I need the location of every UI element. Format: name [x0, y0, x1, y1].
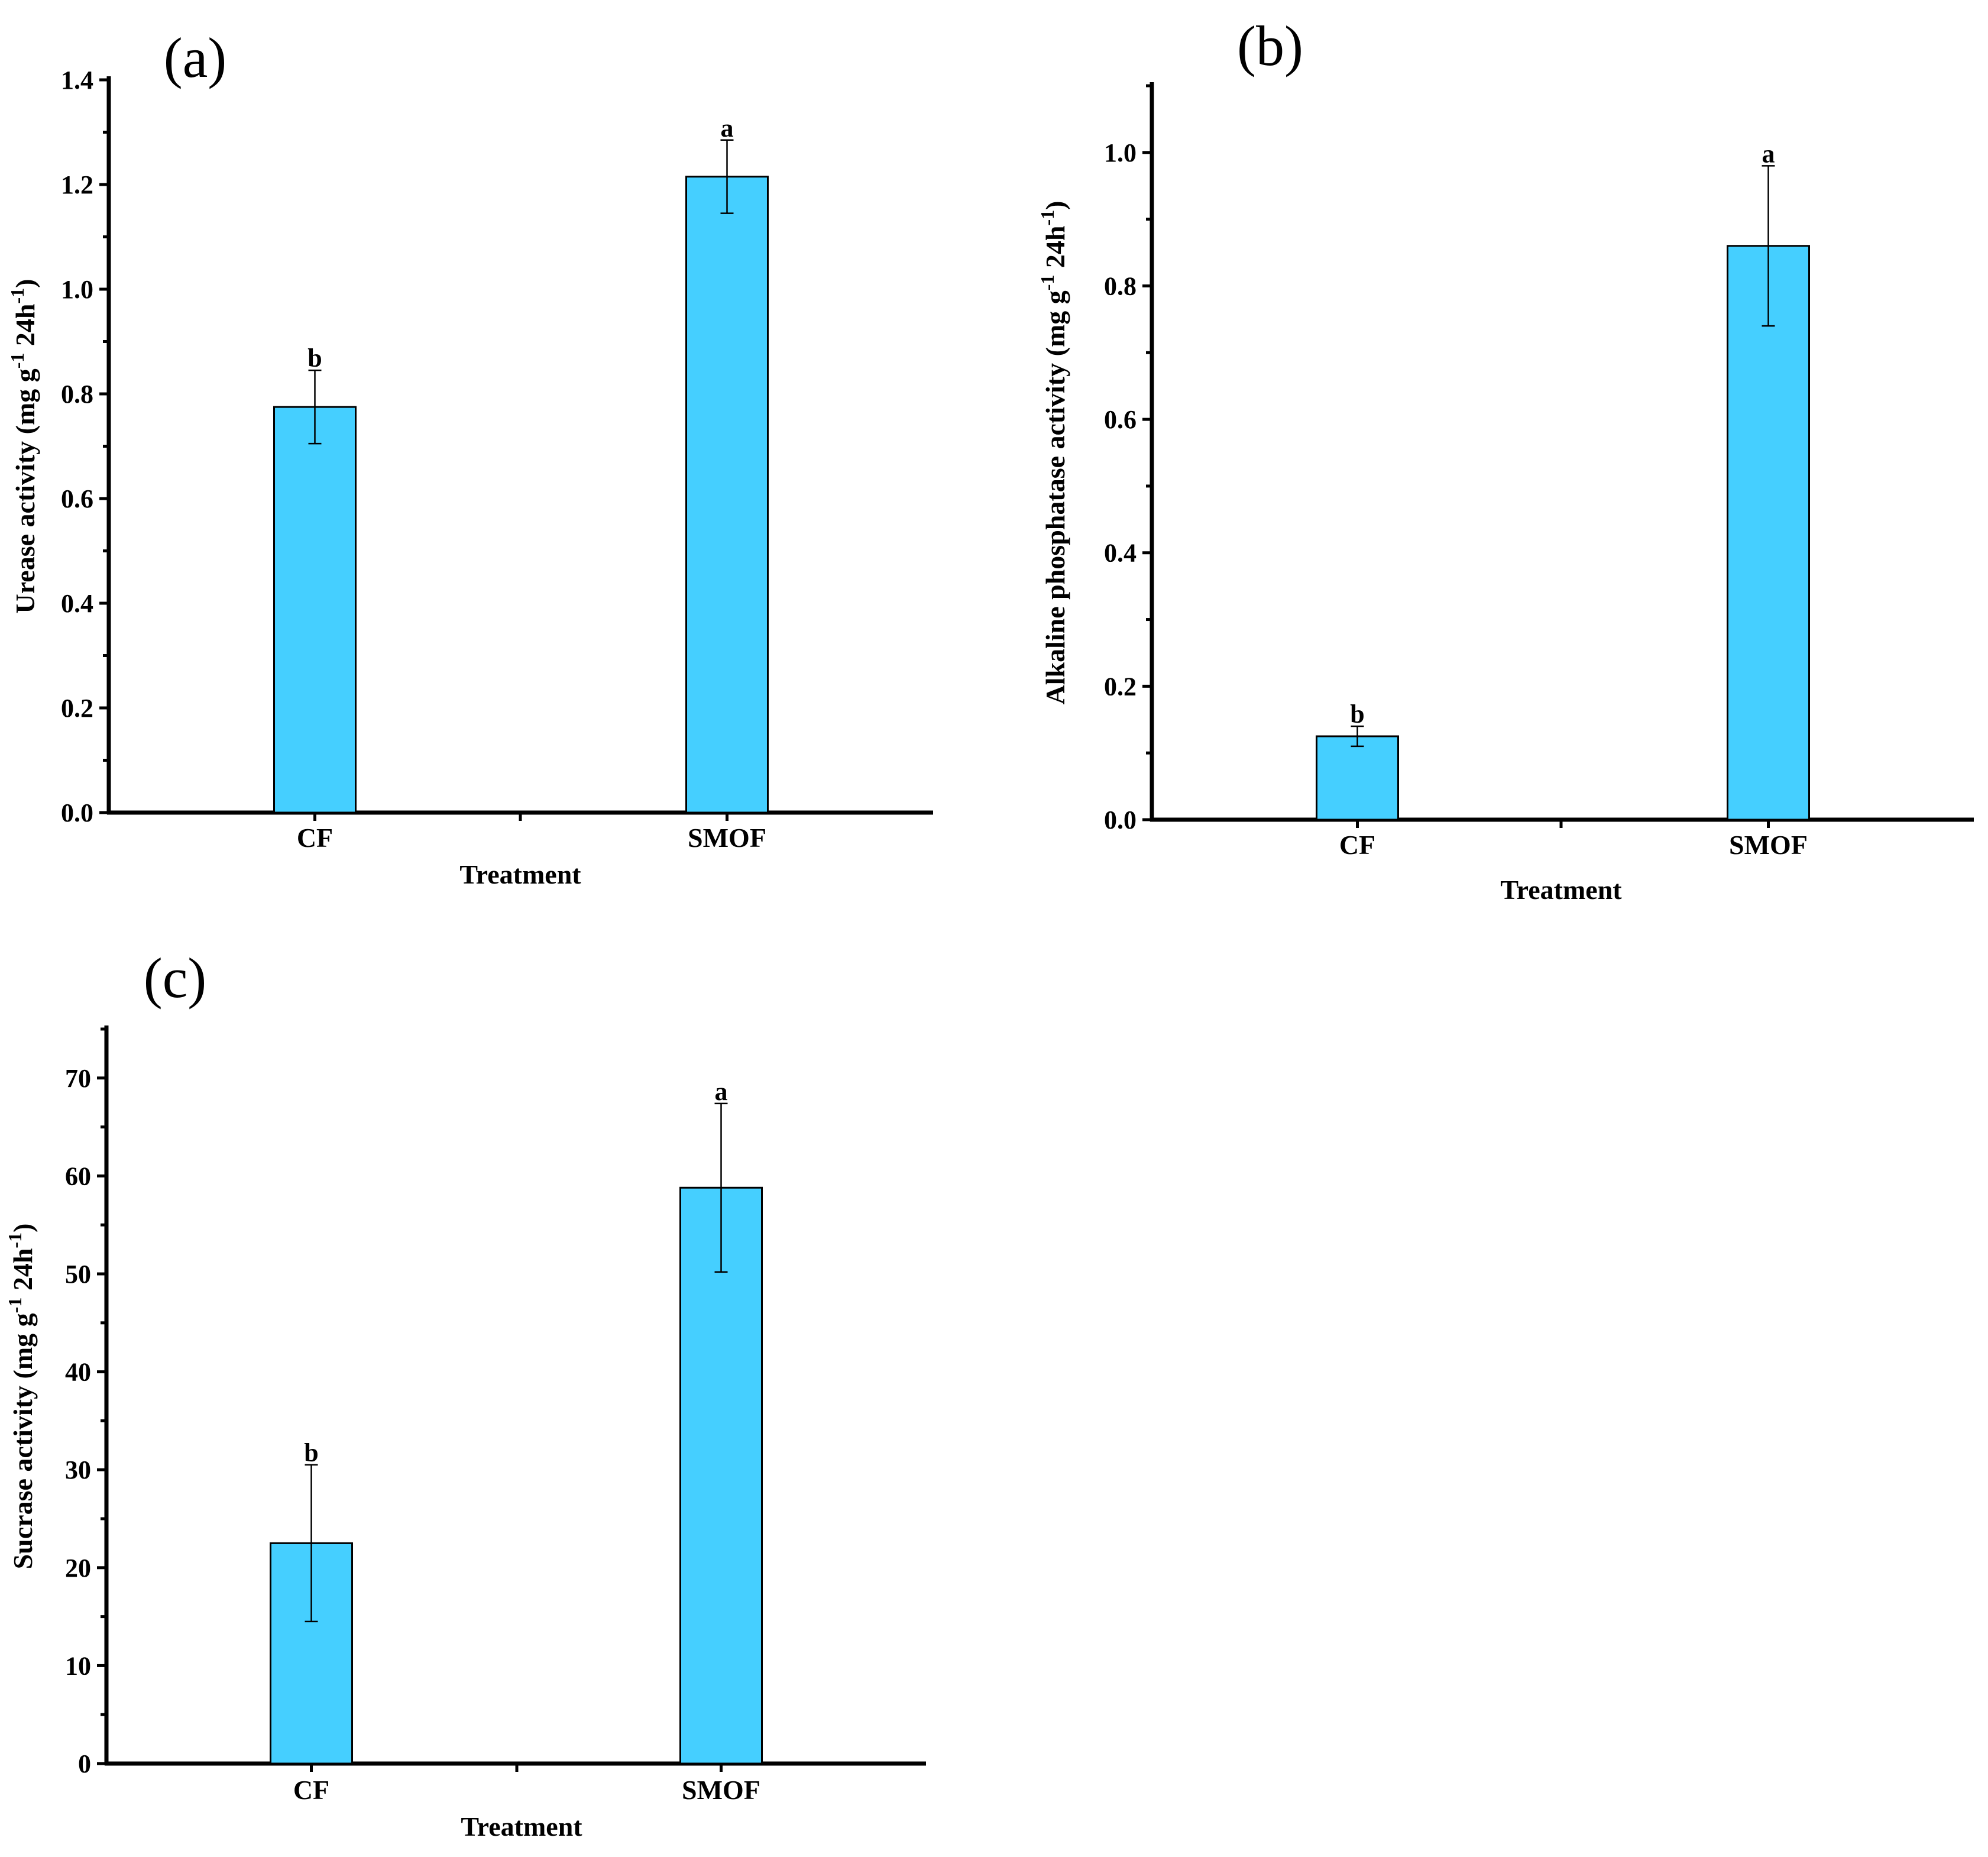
y-tick-label: 1.2 [61, 170, 93, 199]
y-axis-title-part: Urease activity (mg g [10, 368, 40, 613]
bar-smof [679, 1186, 763, 1765]
bar-smof [685, 176, 769, 814]
bar-cf [273, 406, 357, 814]
bar-cf [1316, 735, 1399, 821]
chart-panel-b: (b) 0.0 0.2 0.4 0.6 0.8 1.0 b CF a SMOF Treatment Al… [1037, 14, 1974, 905]
significance-label: b [304, 1438, 318, 1467]
y-tick-label: 70 [65, 1064, 91, 1093]
panel-label: (a) [164, 26, 227, 89]
panel-label: (b) [1237, 14, 1303, 77]
y-tick-label: 1.4 [61, 66, 93, 95]
y-axis-title-part: 24h [10, 303, 40, 352]
y-tick-label: 0.4 [61, 589, 93, 618]
x-category-label: SMOF [1729, 830, 1808, 860]
y-axis-title-part: -1 [4, 1232, 25, 1248]
x-category-label: SMOF [682, 1775, 760, 1805]
x-category-label: CF [1339, 830, 1375, 860]
y-tick-label: 1.0 [61, 275, 93, 304]
bar-smof [1727, 245, 1810, 821]
y-tick-label: 10 [65, 1651, 91, 1680]
y-tick-label: 0.4 [1104, 539, 1137, 568]
y-tick-label: 0.0 [61, 798, 93, 827]
y-axis-title-part: ) [1040, 201, 1070, 210]
y-axis-title-part: 24h [1040, 225, 1070, 274]
y-tick-label: 0.6 [61, 484, 93, 513]
significance-label: b [1350, 700, 1364, 729]
significance-label: a [721, 114, 734, 143]
chart-panel-a: (a) 0.0 0.2 0.4 0.6 0.8 1.0 1.2 1.4 b CF a SMOF Treat… [7, 26, 933, 889]
y-axis-title-part: ) [8, 1224, 38, 1232]
y-tick-label: 0 [78, 1749, 91, 1778]
significance-label: a [715, 1077, 728, 1106]
y-axis-title-part: -1 [7, 288, 28, 304]
significance-label: b [307, 344, 322, 373]
y-axis-title-part: 24h [8, 1248, 38, 1298]
y-axis-title-part: ) [10, 279, 40, 287]
y-axis-title-part: Alkaline phosphatase activity (mg g [1040, 290, 1070, 704]
y-axis-title: Sucrase activity (mg g-1 24h-1) [4, 1224, 38, 1570]
y-tick-label: 20 [65, 1554, 91, 1583]
y-axis-title-part: -1 [4, 1298, 25, 1314]
y-axis-title: Alkaline phosphatase activity (mg g-1 24… [1037, 201, 1070, 705]
y-axis-title-part: -1 [1037, 210, 1058, 226]
y-tick-label: 1.0 [1104, 138, 1137, 167]
y-tick-label: 0.2 [61, 694, 93, 723]
y-axis-title: Urease activity (mg g-1 24h-1) [7, 279, 40, 613]
y-axis-title-part: -1 [1037, 275, 1058, 291]
y-axis-title-part: -1 [7, 353, 28, 369]
y-tick-label: 40 [65, 1358, 91, 1387]
y-axis-title-part: Sucrase activity (mg g [8, 1313, 38, 1569]
x-axis-title: Treatment [459, 859, 581, 889]
x-category-label: SMOF [688, 823, 766, 853]
y-tick-label: 0.2 [1104, 672, 1137, 701]
x-axis-title: Treatment [461, 1811, 582, 1842]
panel-label: (c) [144, 946, 207, 1010]
y-tick-label: 50 [65, 1260, 91, 1289]
x-axis-title: Treatment [1500, 875, 1622, 905]
x-category-label: CF [293, 1775, 329, 1805]
y-tick-label: 60 [65, 1162, 91, 1190]
y-tick-label: 30 [65, 1455, 91, 1484]
y-tick-label: 0.8 [61, 380, 93, 409]
y-tick-label: 0.6 [1104, 405, 1137, 434]
chart-panel-c: (c) 0 10 20 30 40 50 60 70 b CF a SMOF Treatment Sucra… [4, 946, 926, 1842]
y-tick-label: 0.0 [1104, 805, 1137, 834]
y-tick-label: 0.8 [1104, 271, 1137, 300]
x-category-label: CF [297, 823, 333, 853]
significance-label: a [1762, 139, 1775, 168]
